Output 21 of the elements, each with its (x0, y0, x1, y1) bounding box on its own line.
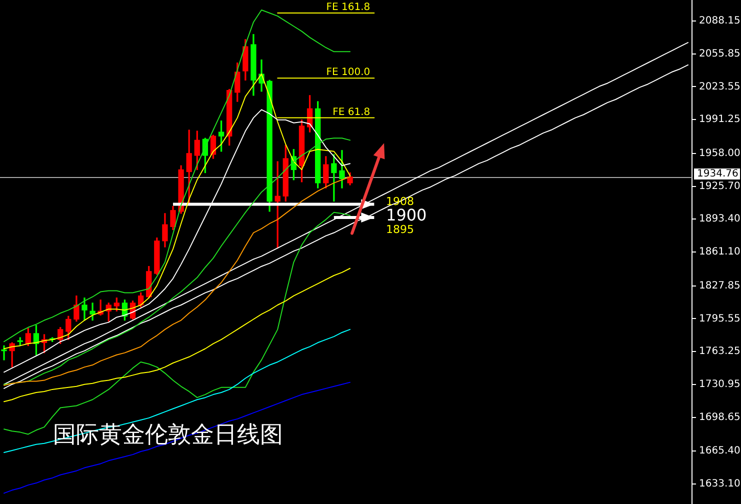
series-label: FE 61.8 (332, 106, 370, 118)
y-tick-label: 1861.10 (699, 246, 740, 258)
y-tick-label: 1925.70 (699, 180, 740, 192)
y-tick-label: 1958.00 (699, 148, 740, 160)
y-tick-label: 1633.10 (699, 478, 740, 490)
annotation: 1895 (386, 223, 414, 236)
y-tick-label: 1665.40 (699, 446, 740, 457)
y-tick-label: 1795.55 (699, 313, 740, 324)
y-tick-label: 2023.55 (699, 81, 740, 92)
y-tick-label: 1827.85 (699, 280, 740, 292)
y-tick-label: 2055.85 (699, 48, 740, 60)
y-tick-label: 1991.25 (699, 114, 740, 126)
series-label: FE 100.0 (326, 67, 370, 78)
y-tick-label: 1893.40 (699, 214, 740, 225)
y-tick-label: 1698.65 (699, 412, 740, 423)
series-label: FE 161.8 (326, 2, 370, 14)
ref-line-label: 1934.76 (697, 168, 738, 180)
y-tick-label: 1763.25 (699, 346, 740, 358)
y-tick-label: 1730.95 (699, 379, 740, 390)
y-tick-label: 2088.15 (699, 16, 740, 27)
annotation: 1900 (386, 205, 427, 224)
